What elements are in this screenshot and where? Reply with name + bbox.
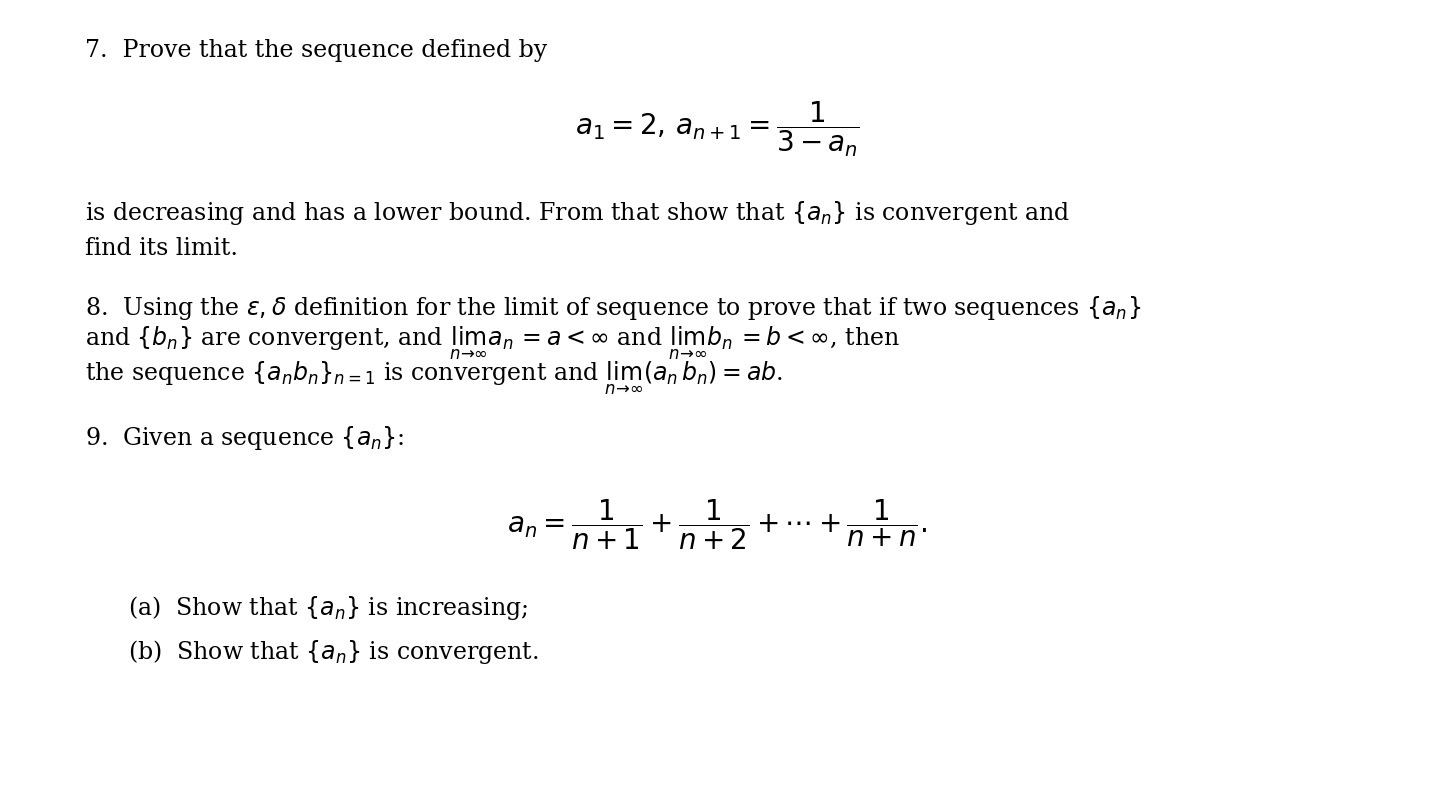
Text: $a_n = \dfrac{1}{n+1} + \dfrac{1}{n+2} + \cdots + \dfrac{1}{n+n}.$: $a_n = \dfrac{1}{n+1} + \dfrac{1}{n+2} +…: [508, 497, 928, 552]
Text: (b)  Show that $\{a_n\}$ is convergent.: (b) Show that $\{a_n\}$ is convergent.: [128, 638, 538, 666]
Text: is decreasing and has a lower bound. From that show that $\{a_n\}$ is convergent: is decreasing and has a lower bound. Fro…: [85, 199, 1070, 227]
Text: $a_1 = 2, \, a_{n+1} = \dfrac{1}{3 - a_n}$: $a_1 = 2, \, a_{n+1} = \dfrac{1}{3 - a_n…: [575, 100, 860, 159]
Text: 8.  Using the $\epsilon, \delta$ definition for the limit of sequence to prove t: 8. Using the $\epsilon, \delta$ definiti…: [85, 294, 1142, 321]
Text: 7.  Prove that the sequence defined by: 7. Prove that the sequence defined by: [85, 39, 548, 62]
Text: (a)  Show that $\{a_n\}$ is increasing;: (a) Show that $\{a_n\}$ is increasing;: [128, 594, 528, 622]
Text: find its limit.: find its limit.: [85, 237, 239, 260]
Text: the sequence $\{a_n b_n\}_{n=1}$ is convergent and $\lim_{n\to\infty}(a_n b_n) =: the sequence $\{a_n b_n\}_{n=1}$ is conv…: [85, 360, 784, 398]
Text: 9.  Given a sequence $\{a_n\}$:: 9. Given a sequence $\{a_n\}$:: [85, 424, 404, 452]
Text: and $\{b_n\}$ are convergent, and $\lim_{n\to\infty} a_n = a < \infty$ and $\lim: and $\{b_n\}$ are convergent, and $\lim_…: [85, 324, 900, 361]
